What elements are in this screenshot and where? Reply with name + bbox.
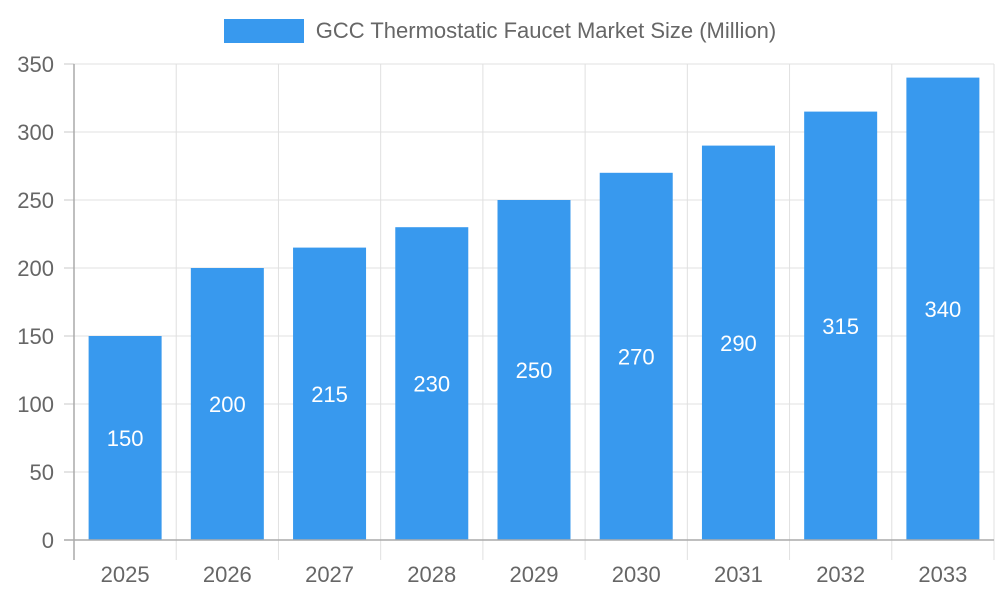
bar-value-label: 230 xyxy=(413,372,450,397)
bar-2029[interactable] xyxy=(497,200,571,540)
chart-legend: GCC Thermostatic Faucet Market Size (Mil… xyxy=(0,18,1000,44)
bar-2025[interactable] xyxy=(88,336,162,540)
x-tick-label: 2025 xyxy=(101,562,150,587)
bar-value-label: 290 xyxy=(720,331,757,356)
grid-lines xyxy=(74,63,995,560)
y-tick-label: 150 xyxy=(17,324,54,349)
axis-labels: 0 50 100 150 200 250 300 350 2025 2026 2027 2028 202… xyxy=(17,52,967,587)
bar-2027[interactable] xyxy=(293,247,367,540)
bar-2028[interactable] xyxy=(395,227,469,540)
x-tick-label: 2032 xyxy=(816,562,865,587)
bar-2030[interactable] xyxy=(599,172,673,541)
legend-label[interactable]: GCC Thermostatic Faucet Market Size (Mil… xyxy=(315,18,777,43)
bar-value-label: 200 xyxy=(209,392,246,417)
x-tick-label: 2027 xyxy=(305,562,354,587)
y-tick-label: 250 xyxy=(17,188,54,213)
bar-2026[interactable] xyxy=(190,268,264,540)
x-tick-label: 2033 xyxy=(918,562,967,587)
bar-2032[interactable] xyxy=(804,111,878,540)
bar-value-label: 250 xyxy=(516,358,553,383)
bar-value-label: 340 xyxy=(925,297,962,322)
bars: 150 200 215 230 250 270 290 315 340 xyxy=(88,77,980,541)
y-tick-label: 350 xyxy=(17,52,54,77)
bar-value-label: 270 xyxy=(618,344,655,369)
bar-value-label: 215 xyxy=(311,382,348,407)
bar-value-label: 315 xyxy=(822,314,859,339)
bar-2033[interactable] xyxy=(906,77,980,540)
x-tick-label: 2029 xyxy=(510,562,559,587)
x-tick-label: 2030 xyxy=(612,562,661,587)
axes xyxy=(64,63,994,560)
bar-2031[interactable] xyxy=(701,145,775,540)
bar-value-label: 150 xyxy=(107,426,144,451)
y-tick-label: 0 xyxy=(42,528,54,553)
x-tick-label: 2031 xyxy=(714,562,763,587)
x-tick-label: 2026 xyxy=(203,562,252,587)
y-tick-label: 200 xyxy=(17,256,54,281)
x-tick-label: 2028 xyxy=(407,562,456,587)
y-tick-label: 100 xyxy=(17,392,54,417)
y-tick-label: 50 xyxy=(30,460,54,485)
legend-swatch[interactable] xyxy=(223,19,304,43)
y-tick-label: 300 xyxy=(17,120,54,145)
